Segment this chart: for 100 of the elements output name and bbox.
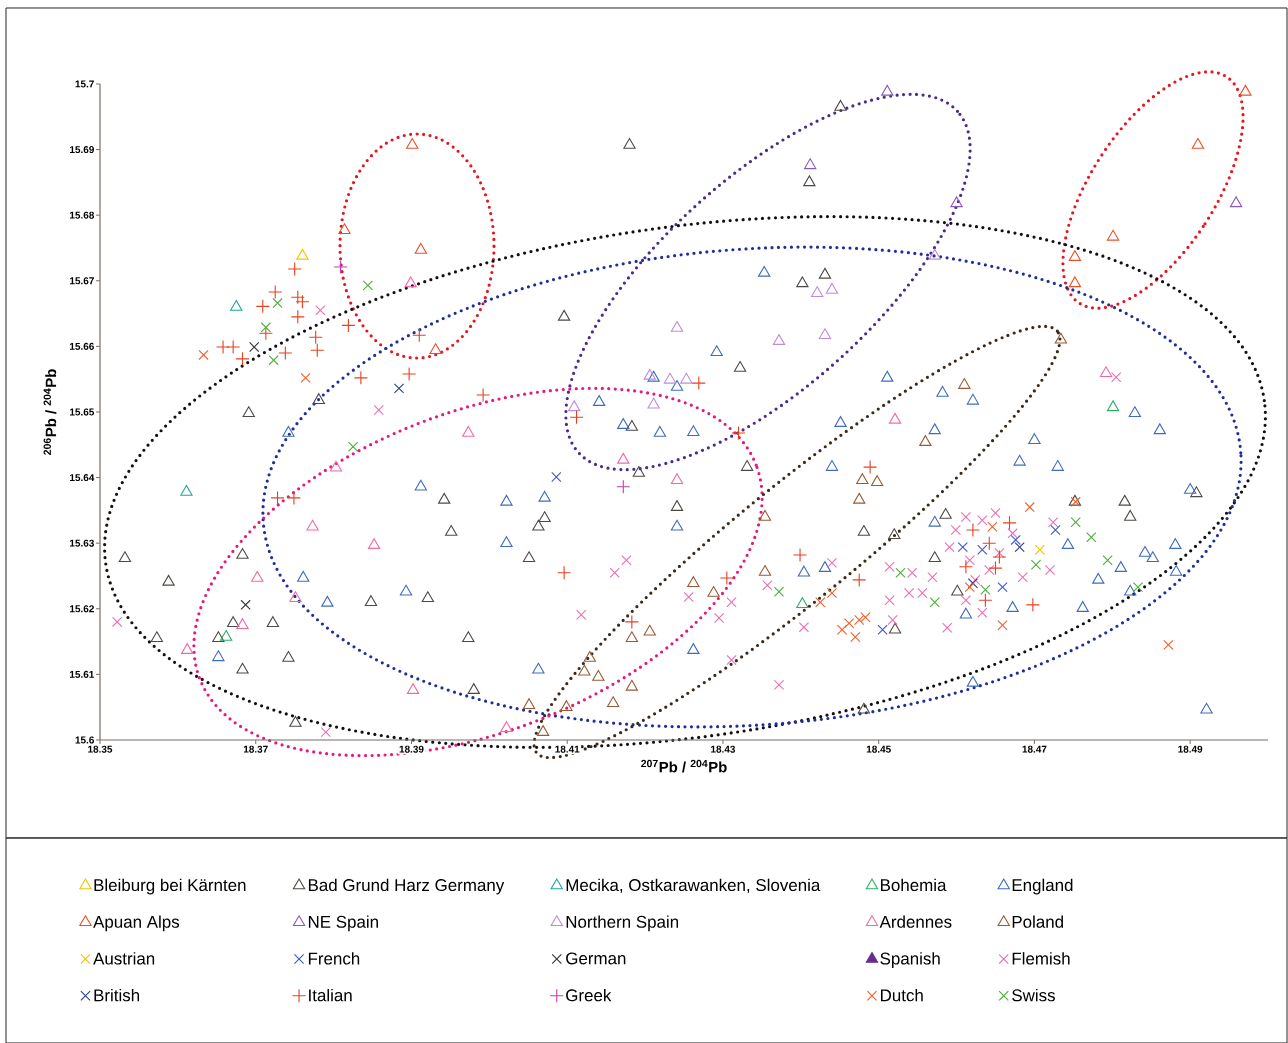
y-tick-label: 15.6 <box>75 736 94 744</box>
point <box>306 519 319 531</box>
point <box>625 420 639 431</box>
point <box>312 393 325 404</box>
point <box>522 698 536 710</box>
point <box>1146 551 1159 563</box>
point <box>308 330 323 345</box>
point <box>959 607 973 619</box>
point <box>726 654 737 666</box>
point <box>670 473 684 485</box>
point <box>977 515 988 526</box>
point <box>236 662 249 674</box>
point <box>1153 423 1166 435</box>
point <box>522 551 536 563</box>
point <box>1024 501 1035 513</box>
point <box>569 410 584 425</box>
point <box>792 547 808 563</box>
point <box>268 284 283 299</box>
point <box>536 725 550 736</box>
point <box>1099 366 1113 378</box>
point <box>576 609 587 620</box>
point <box>960 595 972 606</box>
point <box>1034 544 1046 555</box>
point <box>797 565 811 577</box>
point <box>978 593 993 608</box>
point <box>857 702 871 714</box>
point <box>687 425 700 437</box>
point <box>219 629 233 641</box>
point <box>826 557 838 569</box>
point <box>854 614 865 626</box>
point <box>402 366 417 381</box>
point <box>406 137 419 149</box>
point <box>1191 137 1205 149</box>
point <box>617 418 630 429</box>
point <box>1068 250 1082 261</box>
point <box>977 544 988 555</box>
legend-label: Austrian <box>93 952 155 965</box>
point <box>691 376 706 391</box>
point <box>270 490 285 505</box>
point <box>1014 541 1025 553</box>
point <box>373 404 384 416</box>
point <box>282 425 295 437</box>
y-tick-label: 15.64 <box>70 474 95 482</box>
point <box>965 523 980 538</box>
point <box>1124 584 1137 596</box>
point <box>643 624 656 636</box>
point <box>907 567 918 578</box>
point <box>1102 555 1113 566</box>
point <box>731 425 746 441</box>
point <box>568 400 581 412</box>
point <box>818 267 832 279</box>
point <box>683 591 694 603</box>
point <box>881 84 894 96</box>
point <box>980 584 991 595</box>
y-tick-label: 15.67 <box>70 277 94 285</box>
point <box>888 528 901 540</box>
point <box>429 343 442 355</box>
point <box>984 564 995 576</box>
legend-label: England <box>1012 878 1073 895</box>
y-tick-label: 15.62 <box>70 605 94 613</box>
point <box>111 616 123 628</box>
point <box>1050 524 1061 536</box>
point <box>888 412 902 424</box>
point <box>532 519 545 531</box>
x-tick-label: 18.47 <box>1022 745 1047 753</box>
point <box>944 541 955 553</box>
point <box>796 276 809 288</box>
point <box>268 355 279 366</box>
point <box>773 679 785 691</box>
legend-label: Bohemia <box>880 878 947 892</box>
point <box>1114 561 1128 572</box>
point <box>1007 528 1018 539</box>
point <box>1138 545 1152 557</box>
point <box>670 519 684 531</box>
point <box>798 622 810 633</box>
point <box>982 536 997 551</box>
point <box>1006 601 1019 612</box>
point <box>967 578 979 589</box>
point <box>977 607 988 618</box>
point <box>421 591 435 603</box>
point <box>643 368 656 380</box>
point <box>310 343 325 358</box>
point <box>929 597 940 608</box>
point <box>881 370 894 382</box>
point <box>1183 483 1197 494</box>
point <box>414 479 427 491</box>
point <box>663 372 677 384</box>
point <box>680 372 693 384</box>
point <box>887 614 898 626</box>
point <box>850 631 861 643</box>
point <box>606 696 620 708</box>
x-tick-label: 18.45 <box>866 745 891 753</box>
point <box>919 435 932 446</box>
point <box>928 515 941 527</box>
point <box>538 511 551 523</box>
point <box>364 595 378 607</box>
point <box>621 555 632 566</box>
x-tick-label: 18.39 <box>399 745 424 753</box>
point <box>617 452 630 464</box>
point <box>772 334 786 345</box>
